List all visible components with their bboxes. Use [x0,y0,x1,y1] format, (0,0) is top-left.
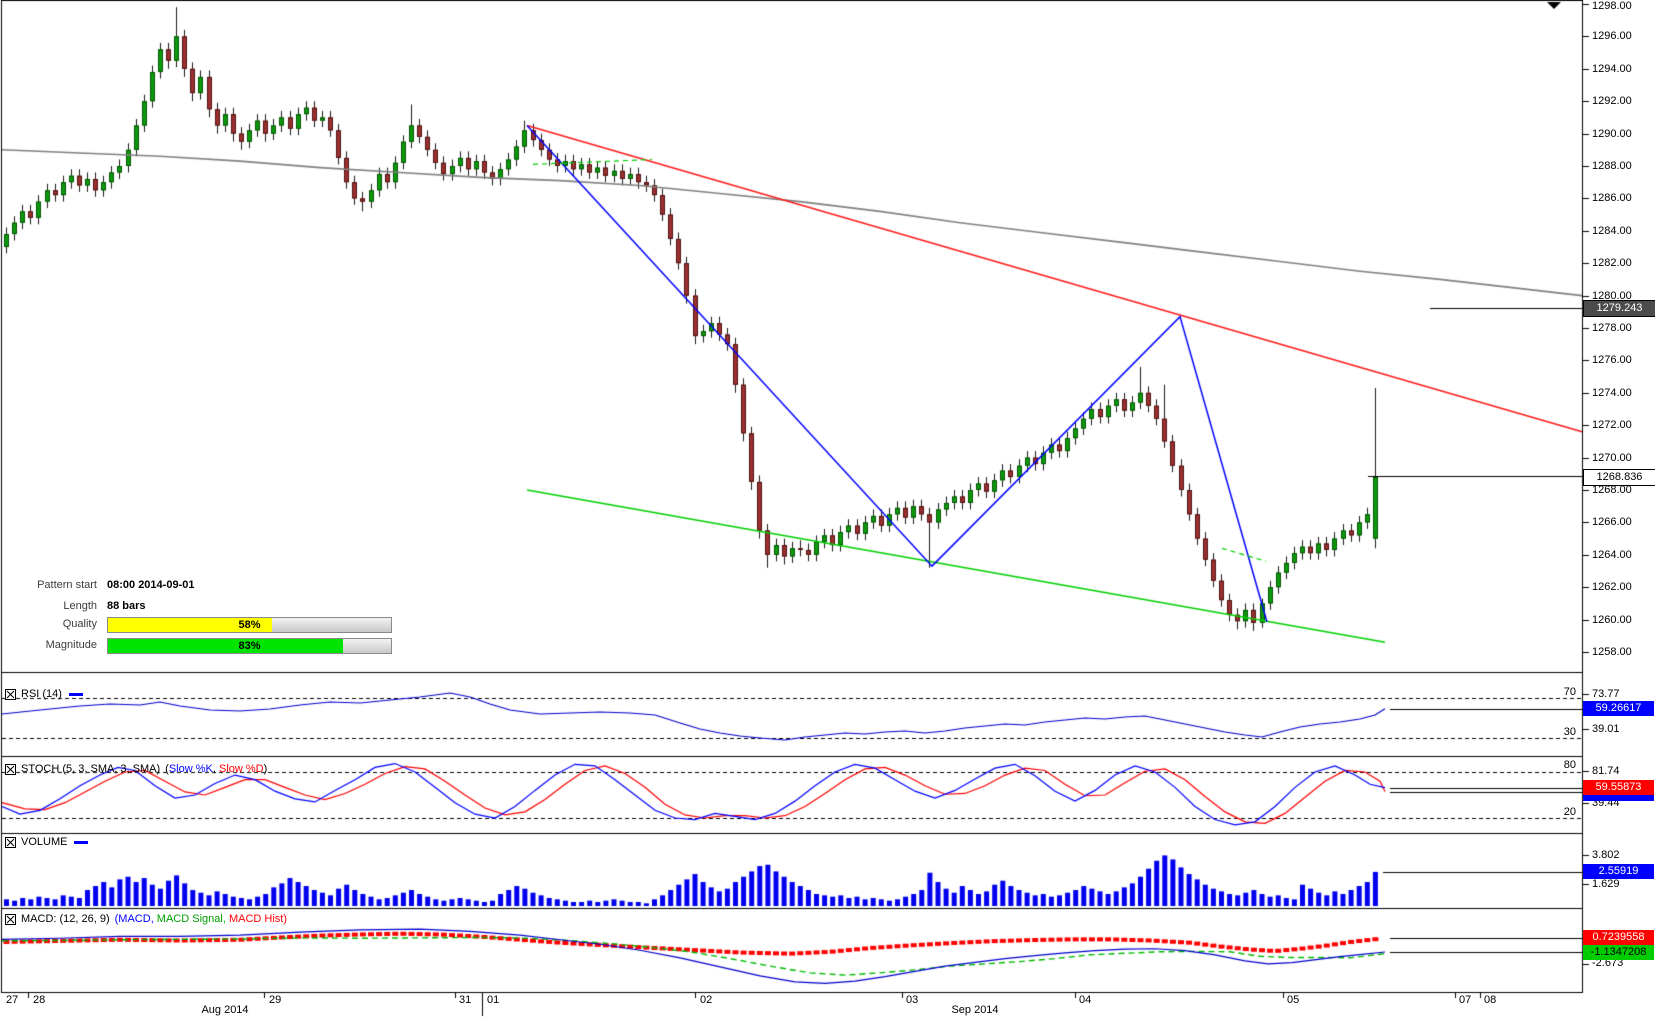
chart-window: Pattern start 08:00 2014-09-01 Length 88… [0,0,1655,1017]
price-chart-canvas[interactable] [0,0,1655,1017]
